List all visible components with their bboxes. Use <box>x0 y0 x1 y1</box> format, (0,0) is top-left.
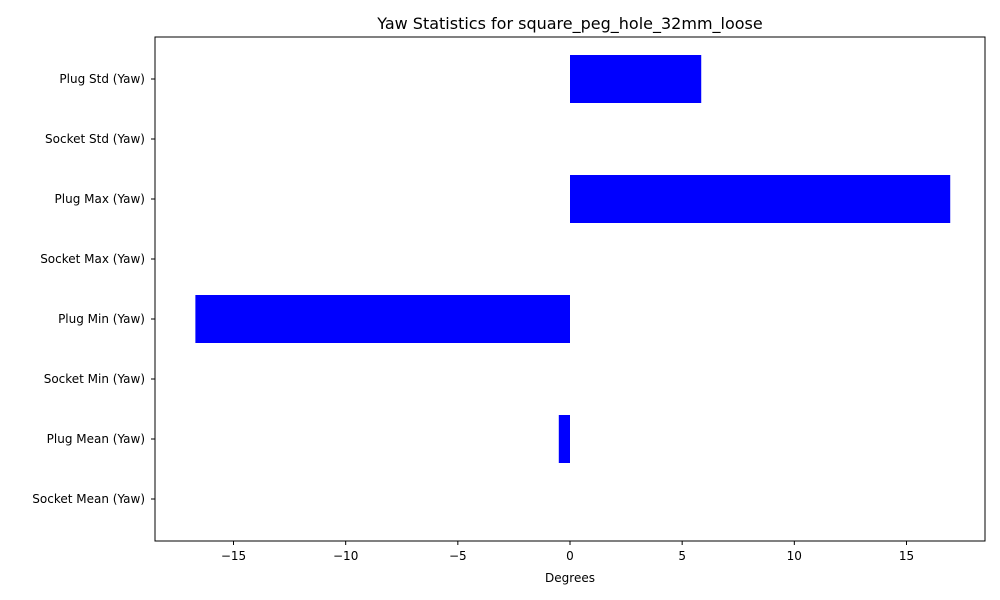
y-tick-label: Socket Std (Yaw) <box>45 132 145 146</box>
x-tick-label: −10 <box>333 549 358 563</box>
y-tick-label: Socket Max (Yaw) <box>40 252 145 266</box>
y-tick-label: Plug Max (Yaw) <box>55 192 145 206</box>
axes-frame <box>154 36 986 542</box>
chart-title: Yaw Statistics for square_peg_hole_32mm_… <box>376 14 762 34</box>
bars-group <box>195 55 951 463</box>
y-axis-ticks: Socket Mean (Yaw) Plug Mean (Yaw) Socket M… <box>32 72 155 506</box>
y-tick-label: Plug Mean (Yaw) <box>47 432 145 446</box>
x-axis-label: Degrees <box>545 571 595 585</box>
y-tick-label: Plug Min (Yaw) <box>58 312 145 326</box>
x-tick-label: −5 <box>449 549 467 563</box>
x-tick-label: 10 <box>787 549 802 563</box>
bar-plug-min-yaw <box>195 295 571 343</box>
bar-plug-mean-yaw <box>558 415 570 463</box>
x-axis-ticks: −15 −10 −5 0 5 10 15 <box>221 541 914 563</box>
y-tick-label: Socket Mean (Yaw) <box>32 492 145 506</box>
x-tick-label: 0 <box>566 549 574 563</box>
y-tick-label: Socket Min (Yaw) <box>44 372 145 386</box>
x-tick-label: 5 <box>678 549 686 563</box>
bar-plug-std-yaw <box>570 55 702 103</box>
bar-plug-max-yaw <box>570 175 951 223</box>
x-tick-label: 15 <box>899 549 914 563</box>
y-tick-label: Plug Std (Yaw) <box>59 72 145 86</box>
x-tick-label: −15 <box>221 549 246 563</box>
